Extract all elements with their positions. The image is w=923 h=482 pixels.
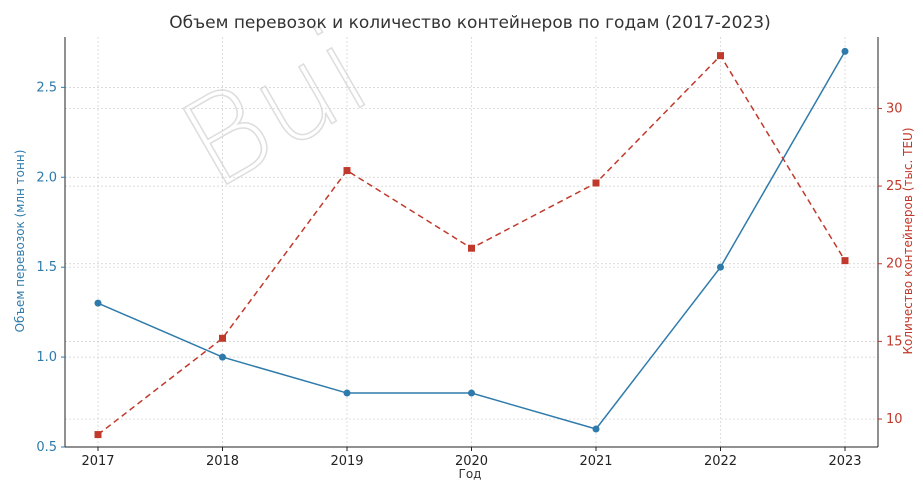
- point-right: [219, 334, 226, 342]
- right-axis-label: Количество контейнеров (тыс. TEU): [901, 127, 915, 354]
- point-right: [343, 167, 351, 175]
- x-tick-label: 2020: [455, 454, 488, 469]
- right-tick-label: 20: [886, 257, 903, 272]
- point-left: [841, 47, 849, 55]
- series-layer: [94, 47, 849, 439]
- point-right: [94, 431, 102, 439]
- right-tick-label: 25: [886, 179, 903, 194]
- grid: [65, 37, 878, 448]
- x-tick-label: 2019: [330, 454, 363, 469]
- point-left: [717, 263, 724, 271]
- point-left: [94, 299, 102, 307]
- watermark: Bui: [159, 2, 391, 216]
- left-tick-label: 0.5: [36, 440, 57, 455]
- right-tick-label: 10: [886, 412, 903, 427]
- x-tick-label: 2021: [579, 454, 612, 469]
- right-tick-label: 30: [886, 101, 903, 116]
- x-tick-label: 2018: [206, 454, 239, 469]
- point-right: [468, 244, 475, 252]
- right-tick-label: 15: [886, 334, 903, 349]
- point-left: [468, 389, 475, 397]
- left-tick-label: 1.0: [36, 350, 57, 365]
- point-right: [841, 257, 849, 265]
- point-left: [592, 425, 600, 433]
- point-left: [219, 353, 226, 361]
- point-right: [717, 52, 724, 60]
- x-tick-label: 2017: [81, 454, 114, 469]
- point-right: [592, 179, 600, 187]
- point-left: [343, 389, 351, 397]
- axes: 2017 2018 2019 2020 2021 2022 2023 0.5 1.0 1.5 2.0…: [36, 37, 903, 469]
- x-tick-label: 2022: [704, 454, 737, 469]
- left-tick-label: 2.0: [36, 170, 57, 185]
- left-tick-label: 2.5: [36, 80, 57, 95]
- left-tick-label: 1.5: [36, 260, 57, 275]
- x-tick-label: 2023: [828, 454, 861, 469]
- left-axis-label: Объем перевозок (млн тонн): [13, 150, 27, 333]
- x-axis-label: Год: [459, 467, 482, 481]
- chart-title: Объем перевозок и количество контейнеров…: [169, 13, 771, 33]
